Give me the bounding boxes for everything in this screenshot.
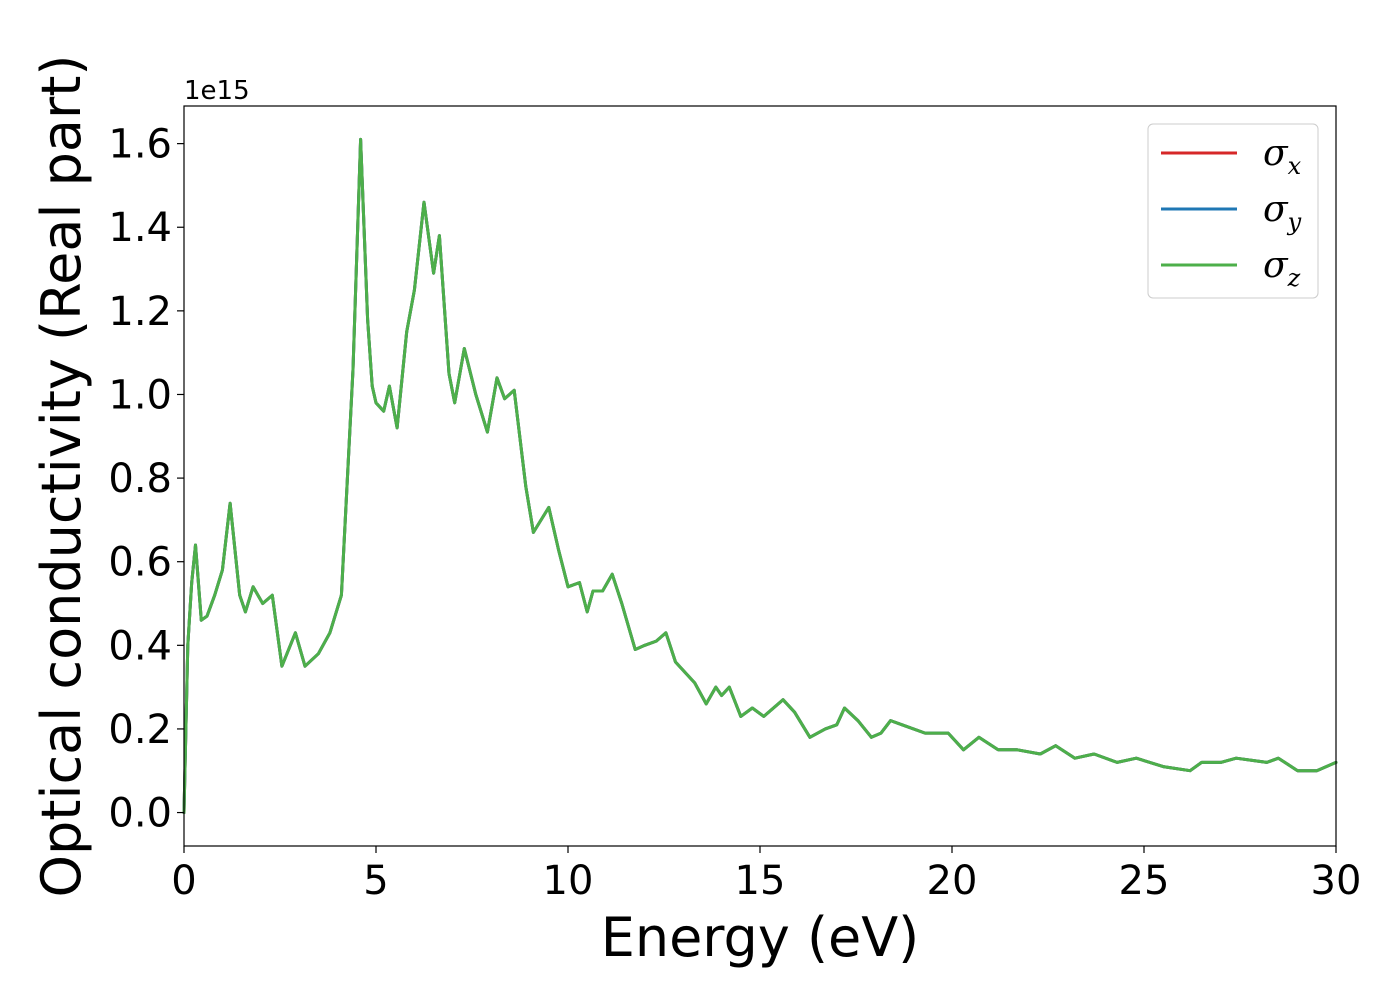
- x-tick-label: 20: [927, 858, 978, 904]
- legend-label: σx: [1263, 133, 1302, 180]
- y-tick-label: 1.6: [108, 122, 172, 168]
- y-tick-label: 1.0: [108, 372, 172, 418]
- y-tick-label: 0.8: [108, 456, 172, 502]
- x-tick-label: 30: [1311, 858, 1362, 904]
- y-tick-label: 0.4: [108, 623, 172, 669]
- series-layer: [182, 137, 1338, 815]
- x-tick-label: 10: [543, 858, 594, 904]
- y-axis: 0.0 0.2 0.4 0.6 0.8 1.0 1.2 1.4 1.6: [108, 122, 184, 837]
- y-tick-label: 1.2: [108, 289, 172, 335]
- x-axis: 0 5 10 15 20 25 30: [171, 846, 1361, 904]
- x-axis-title: Energy (eV): [601, 906, 920, 969]
- y-tick-label: 1.4: [108, 205, 172, 251]
- y-axis-title: Optical conductivity (Real part): [30, 55, 93, 898]
- series-line-3: [182, 137, 1338, 815]
- legend-box: [1147, 123, 1319, 299]
- y-tick-label: 0.0: [108, 791, 172, 837]
- x-tick-label: 25: [1119, 858, 1170, 904]
- x-tick-label: 0: [171, 858, 196, 904]
- y-tick-label: 0.6: [108, 540, 172, 586]
- y-tick-label: 0.2: [108, 707, 172, 753]
- x-tick-label: 5: [363, 858, 388, 904]
- x-tick-label: 15: [735, 858, 786, 904]
- y-offset-label: 1e15: [184, 76, 250, 106]
